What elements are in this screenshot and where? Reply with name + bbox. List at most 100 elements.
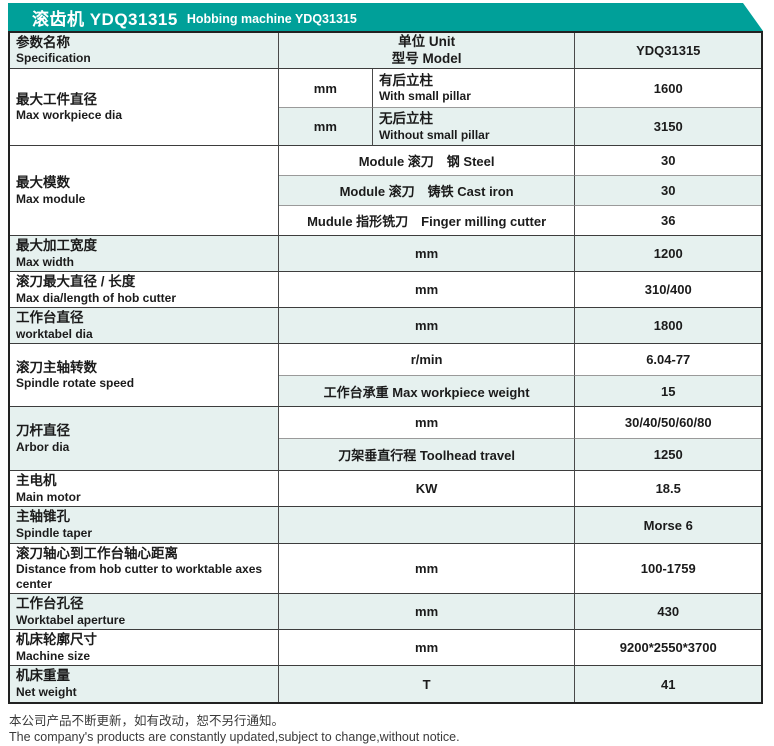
desc-module-steel: Module 滚刀 钢 Steel (278, 146, 576, 177)
value-cell: 41 (575, 666, 761, 702)
title-banner: 滚齿机 YDQ31315 Hobbing machine YDQ31315 (8, 3, 763, 31)
label-zh: 工作台孔径 (16, 596, 84, 612)
table-row: 滚刀主轴转数 Spindle rotate speed r/min 6.04-7… (10, 344, 761, 408)
disclaimer: 本公司产品不断更新，如有改动，恕不另行通知。 The company's pro… (9, 713, 774, 746)
label-en: Machine size (16, 648, 91, 663)
table-row: Module 滚刀 铸铁 Cast iron 30 (10, 176, 761, 207)
unit-cell: r/min (278, 344, 576, 377)
table-row: 刀架垂直行程 Toolhead travel 1250 (10, 439, 761, 472)
header-model-label: 型号 Model (391, 50, 462, 66)
label-en: Max dia/length of hob cutter (16, 290, 177, 305)
label-main-motor: 主电机 Main motor (10, 471, 279, 508)
label-net-weight: 机床重量 Net weight (10, 666, 279, 702)
label-en: Max width (16, 254, 75, 269)
value-cell: 36 (575, 206, 761, 237)
unit-cell: mm (278, 69, 373, 109)
value-cell: 30 (575, 176, 761, 207)
desc-zh: 无后立柱 (378, 111, 433, 127)
label-hob-dia-length: 滚刀最大直径 / 长度 Max dia/length of hob cutter (10, 272, 279, 309)
unit-cell: KW (278, 471, 576, 508)
value-cell: 1250 (575, 439, 761, 472)
desc-en: Without small pillar (378, 127, 490, 142)
table-row: 主电机 Main motor KW 18.5 (10, 471, 761, 508)
table-row: mm 无后立柱 Without small pillar 3150 (10, 108, 761, 147)
value-cell: 100-1759 (575, 544, 761, 595)
label-zh: 最大模数 (16, 175, 70, 191)
desc-without-pillar: 无后立柱 Without small pillar (372, 108, 576, 147)
table-row: 刀杆直径 Arbor dia mm 30/40/50/60/80 (10, 407, 761, 472)
table-header-row: 参数名称 Specification 单位 Unit 型号 Model YDQ3… (10, 33, 761, 70)
label-worktable-dia: 工作台直径 worktabel dia (10, 308, 279, 345)
label-en: Spindle rotate speed (16, 376, 135, 391)
label-zh: 最大加工宽度 (16, 238, 97, 254)
value-cell: 3150 (575, 108, 761, 147)
label-machine-size: 机床轮廓尺寸 Machine size (10, 630, 279, 667)
table-row: 滚刀最大直径 / 长度 Max dia/length of hob cutter… (10, 272, 761, 309)
header-model-value: YDQ31315 (575, 33, 761, 70)
label-zh: 主电机 (16, 473, 57, 489)
unit-cell: mm (278, 543, 576, 595)
label-zh: 刀杆直径 (16, 423, 70, 439)
desc-module-cast-iron: Module 滚刀 铸铁 Cast iron (278, 176, 576, 207)
table-row: 工作台直径 worktabel dia mm 1800 (10, 308, 761, 345)
table-row: 最大加工宽度 Max width mm 1200 (10, 236, 761, 273)
label-zh: 机床重量 (16, 668, 70, 684)
table-row: 工作台承重 Max workpiece weight 15 (10, 376, 761, 408)
label-max-workpiece-dia: 最大工件直径 Max workpiece dia (10, 69, 279, 147)
label-zh: 最大工件直径 (16, 91, 97, 107)
unit-cell: mm (278, 272, 576, 309)
unit-cell: mm (278, 407, 576, 440)
unit-cell: T (278, 666, 576, 702)
label-spindle-speed: 滚刀主轴转数 Spindle rotate speed (10, 344, 279, 408)
value-cell: 6.04-77 (575, 344, 761, 377)
value-cell: Morse 6 (575, 507, 761, 544)
unit-cell (278, 507, 576, 544)
table-row: Mudule 指形铣刀 Finger milling cutter 36 (10, 206, 761, 237)
value-cell: 15 (575, 376, 761, 408)
value-cell: 18.5 (575, 471, 761, 508)
value-cell: 1600 (575, 69, 761, 109)
label-en: Main motor (16, 489, 81, 504)
disclaimer-zh: 本公司产品不断更新，如有改动，恕不另行通知。 (9, 713, 285, 728)
banner-title-en: Hobbing machine YDQ31315 (186, 11, 357, 26)
label-axes-distance: 滚刀轴心到工作台轴心距离 Distance from hob cutter to… (10, 543, 279, 595)
label-en: worktabel dia (16, 326, 93, 341)
label-en: Arbor dia (16, 439, 70, 454)
header-spec-en: Specification (16, 51, 91, 66)
value-cell: 30/40/50/60/80 (575, 407, 761, 440)
label-max-width: 最大加工宽度 Max width (10, 236, 279, 273)
unit-cell: mm (278, 108, 373, 147)
label-zh: 滚刀最大直径 / 长度 (16, 274, 136, 290)
table-row: 最大工件直径 Max workpiece dia mm 有后立柱 With sm… (10, 69, 761, 147)
label-zh: 工作台直径 (16, 310, 84, 326)
label-en: Max workpiece dia (16, 108, 123, 123)
unit-cell: mm (278, 308, 576, 345)
label-max-module: 最大模数 Max module (10, 146, 279, 237)
header-spec-cell: 参数名称 Specification (10, 33, 279, 70)
table-row: 机床轮廓尺寸 Machine size mm 9200*2550*3700 (10, 630, 761, 667)
desc-zh: 有后立柱 (378, 72, 433, 88)
header-unit-model-cell: 单位 Unit 型号 Model (278, 33, 576, 70)
value-cell: 1200 (575, 236, 761, 273)
unit-cell: mm (278, 236, 576, 273)
label-spindle-taper: 主轴锥孔 Spindle taper (10, 507, 279, 544)
desc-max-workpiece-weight: 工作台承重 Max workpiece weight (278, 376, 576, 408)
label-zh: 机床轮廓尺寸 (16, 632, 97, 648)
unit-cell: mm (278, 630, 576, 667)
label-zh: 滚刀主轴转数 (16, 359, 97, 375)
label-en: Net weight (16, 684, 77, 699)
label-en: Worktabel aperture (16, 612, 126, 627)
label-zh: 滚刀轴心到工作台轴心距离 (16, 545, 178, 561)
value-cell: 430 (575, 594, 761, 631)
label-worktable-aperture: 工作台孔径 Worktabel aperture (10, 594, 279, 631)
value-cell: 1800 (575, 308, 761, 345)
value-cell: 310/400 (575, 272, 761, 309)
table-row: 主轴锥孔 Spindle taper Morse 6 (10, 507, 761, 544)
value-cell: 9200*2550*3700 (575, 630, 761, 667)
table-row: 最大模数 Max module Module 滚刀 钢 Steel 30 (10, 146, 761, 237)
label-en: Spindle taper (16, 525, 93, 540)
value-cell: 30 (575, 146, 761, 177)
label-zh: 主轴锥孔 (16, 509, 70, 525)
disclaimer-en: The company's products are constantly up… (9, 730, 460, 745)
table-row: 滚刀轴心到工作台轴心距离 Distance from hob cutter to… (10, 543, 761, 595)
